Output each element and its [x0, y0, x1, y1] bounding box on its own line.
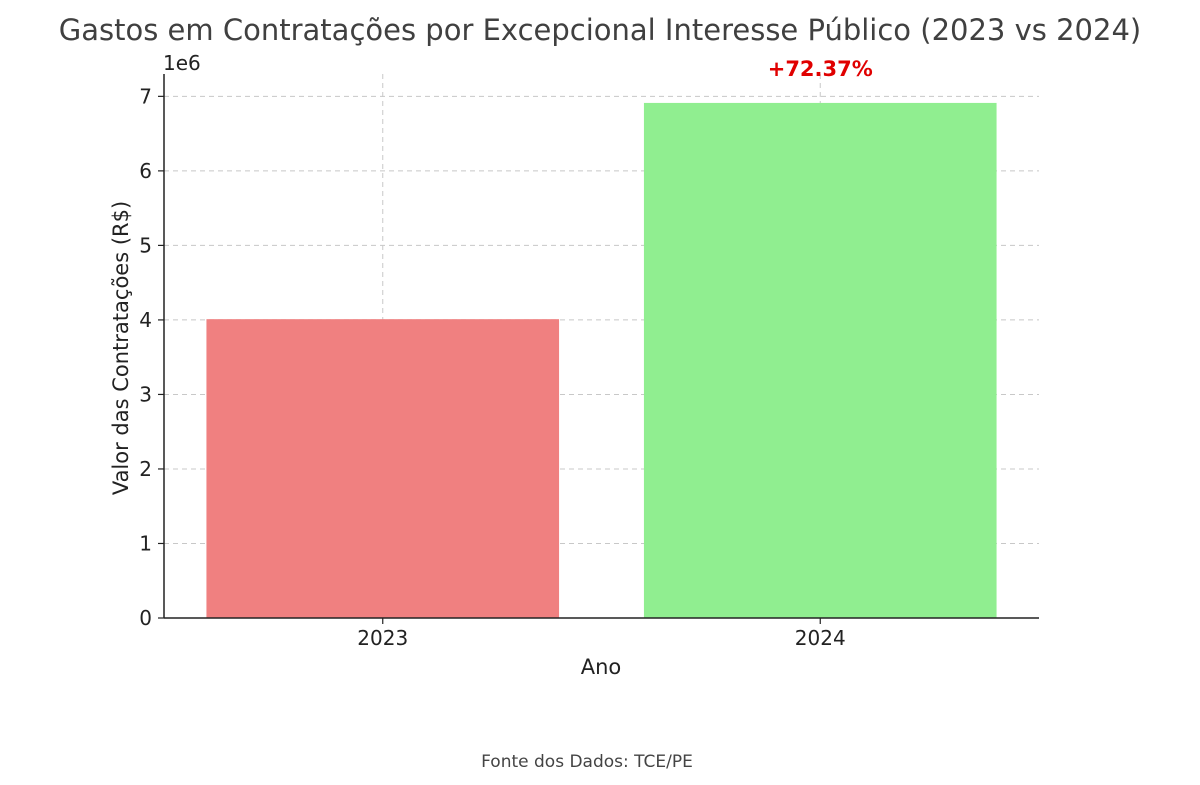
- axes: [158, 74, 1039, 624]
- chart-title: Gastos em Contratações por Excepcional I…: [59, 13, 1141, 47]
- bars: [206, 102, 997, 619]
- x-tick-label: 2023: [357, 626, 408, 650]
- tick-labels: 0 1 2 3 4 5 6 7 2023 2024: [139, 84, 845, 650]
- y-tick-label: 6: [139, 159, 152, 183]
- y-tick-label: 3: [139, 382, 152, 406]
- data-source: Fonte dos Dados: TCE/PE: [481, 752, 693, 772]
- bar-2024: [643, 102, 997, 619]
- y-tick-label: 4: [139, 308, 152, 332]
- y-offset-label: 1e6: [163, 51, 201, 75]
- y-axis-label: Valor das Contratações (R$): [109, 201, 133, 495]
- annotation-label: +72.37%: [768, 57, 873, 81]
- y-tick-label: 5: [139, 233, 152, 257]
- y-tick-label: 0: [139, 606, 152, 630]
- x-tick-label: 2024: [795, 626, 846, 650]
- y-tick-label: 1: [139, 531, 152, 555]
- bar-2023: [206, 319, 560, 618]
- x-axis-label: Ano: [581, 655, 622, 679]
- y-tick-label: 7: [139, 84, 152, 108]
- y-tick-label: 2: [139, 457, 152, 481]
